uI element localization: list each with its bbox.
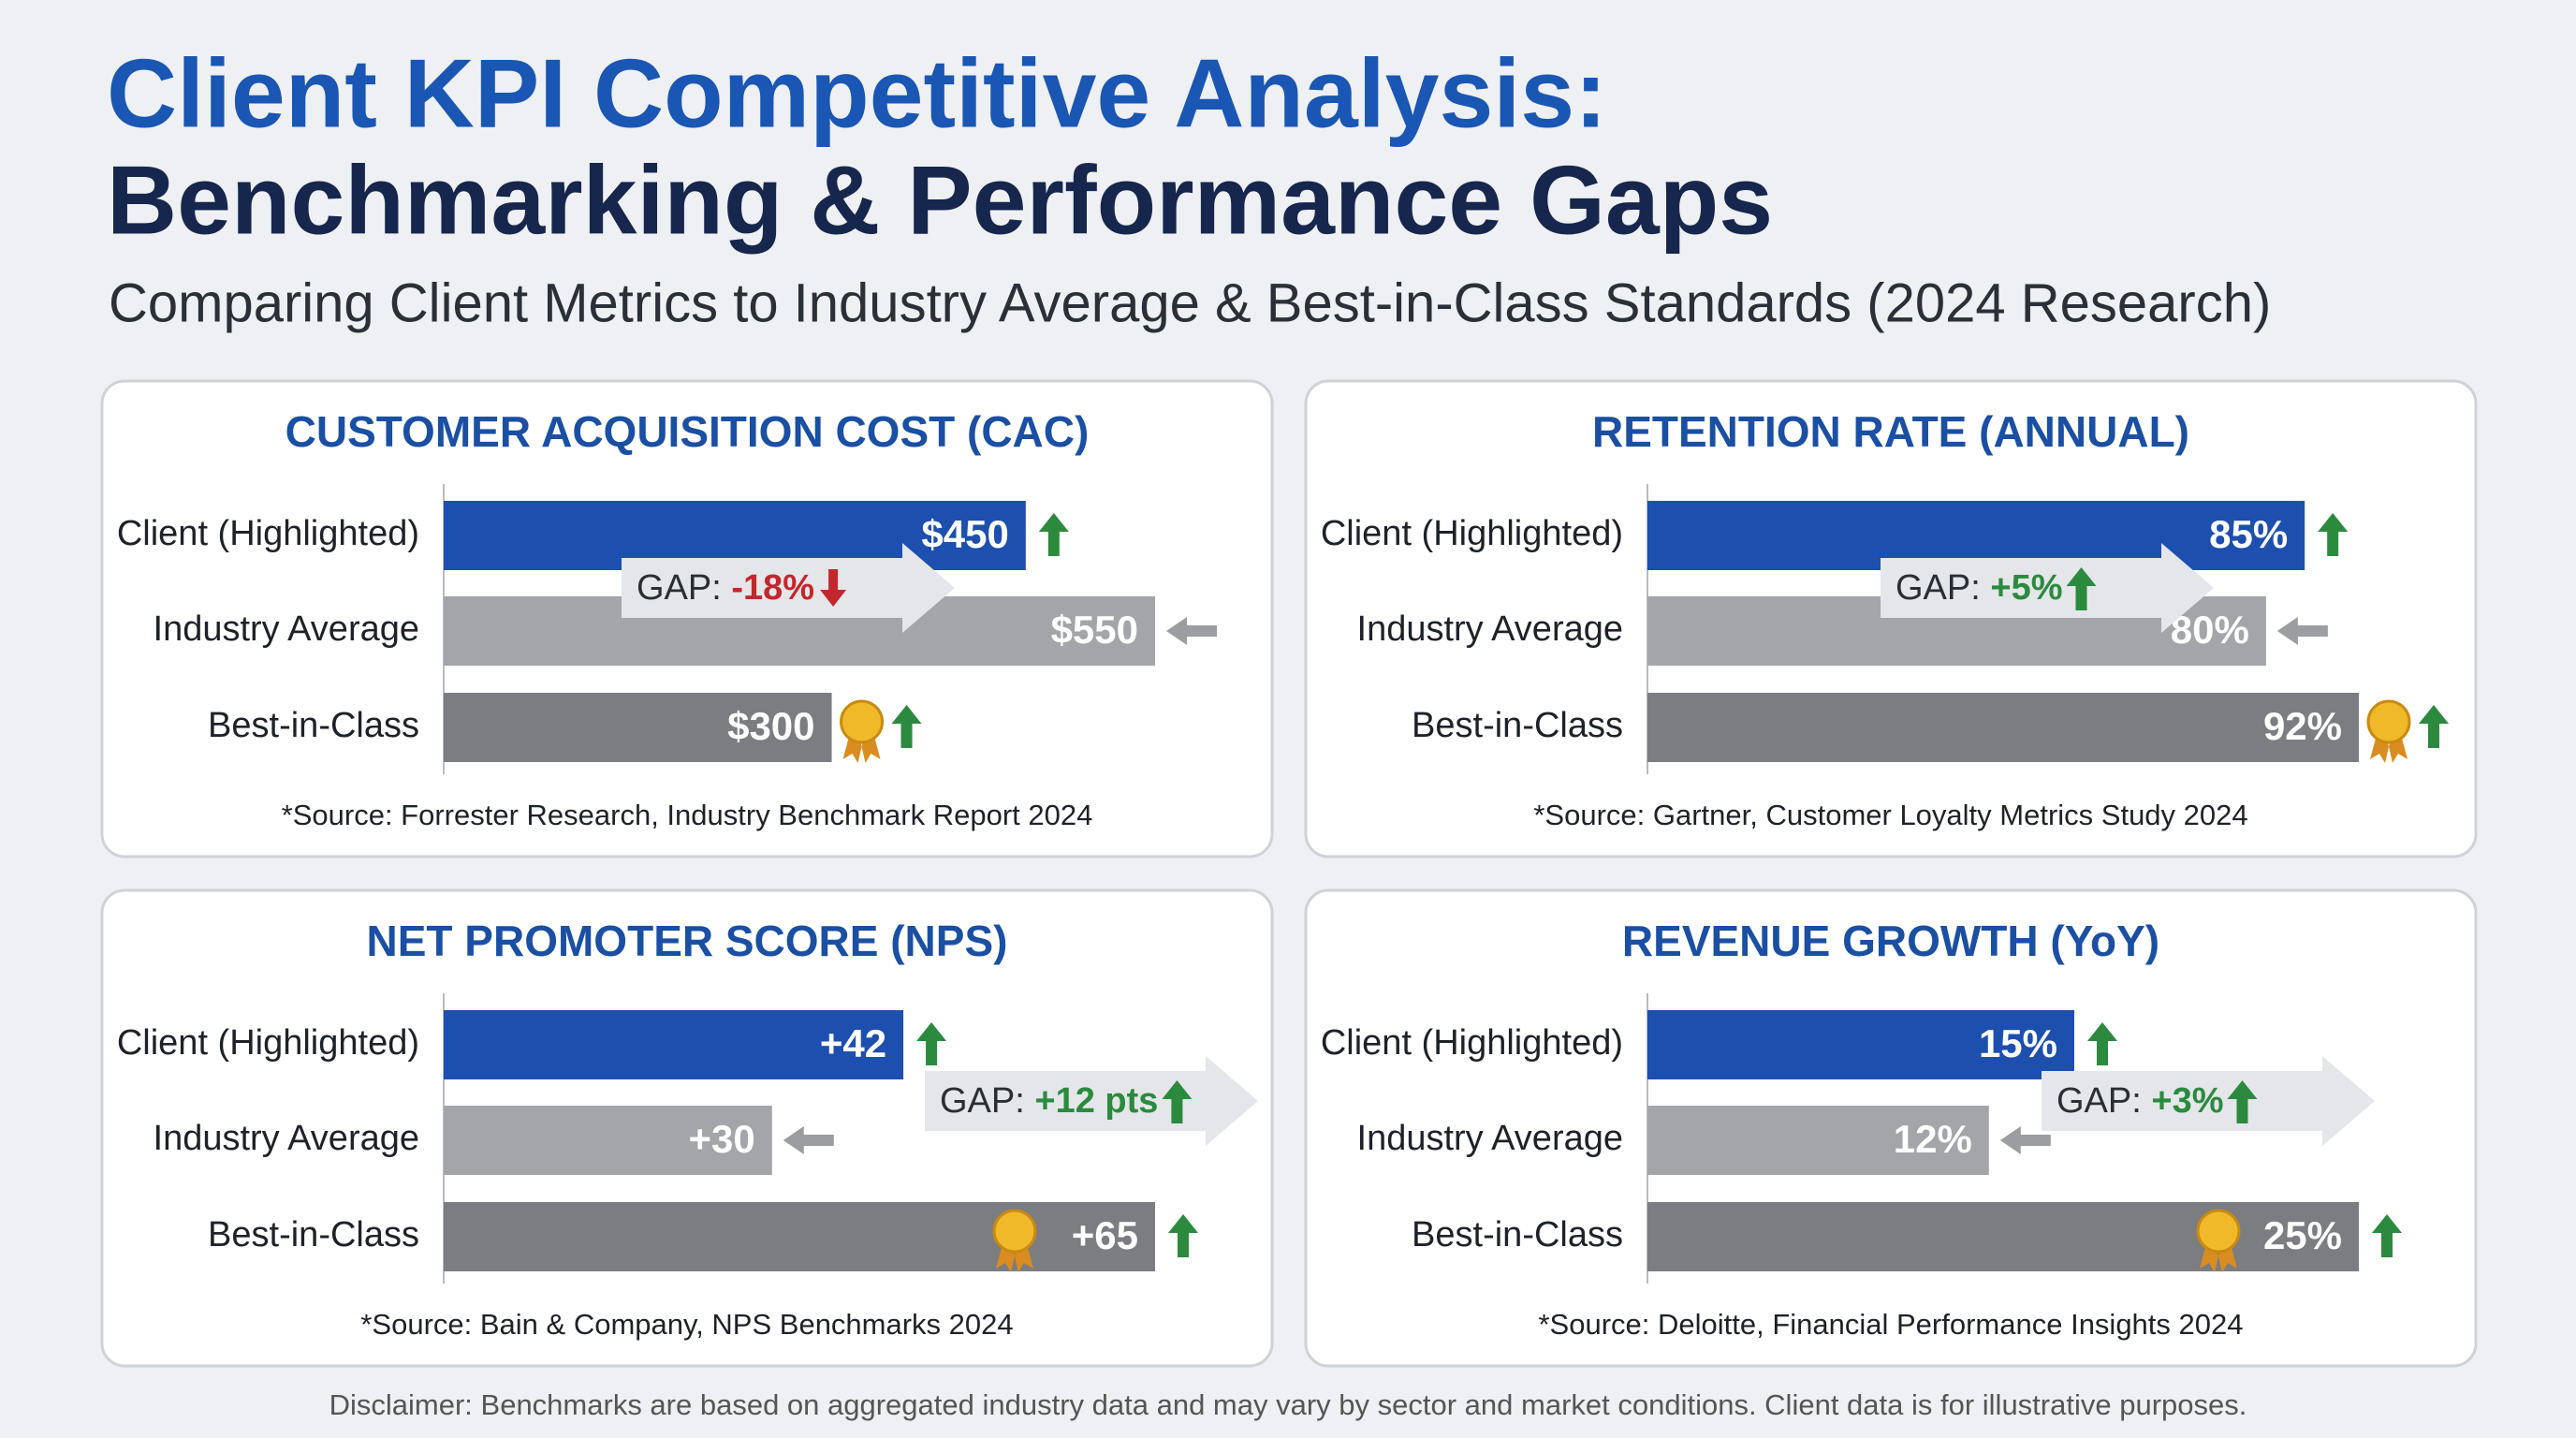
bar	[444, 1010, 904, 1079]
category-label: Best-in-Class	[1412, 706, 1623, 745]
source-note: *Source: Forrester Research, Industry Be…	[282, 799, 1093, 831]
panel-title: REVENUE GROWTH (YoY)	[1622, 917, 2159, 965]
up-arrow-icon	[916, 1022, 947, 1065]
up-arrow-icon	[1038, 513, 1069, 556]
value-label: +65	[1072, 1213, 1138, 1257]
value-label: 92%	[2263, 704, 2342, 748]
bar	[444, 693, 832, 762]
panel-title: NET PROMOTER SCORE (NPS)	[367, 917, 1008, 965]
category-label: Best-in-Class	[208, 706, 419, 745]
category-label: Best-in-Class	[1412, 1215, 1623, 1255]
gap-label: GAP:	[940, 1081, 1025, 1121]
category-label: Industry Average	[1357, 609, 1623, 649]
down-arrow-icon	[820, 569, 847, 607]
source-note: *Source: Gartner, Customer Loyalty Metri…	[1533, 799, 2247, 831]
gap-text: GAP: -18%	[637, 568, 814, 608]
title-line: Client KPI Competitive Analysis:	[107, 39, 1607, 148]
category-label: Industry Average	[154, 1119, 419, 1158]
left-arrow-icon	[1166, 617, 1217, 645]
category-label: Industry Average	[1357, 1119, 1623, 1158]
up-arrow-icon	[2318, 513, 2349, 556]
panel-title: RETENTION RATE (ANNUAL)	[1592, 407, 2189, 456]
up-arrow-icon	[2087, 1022, 2117, 1065]
bar	[1647, 1010, 2074, 1079]
category-label: Best-in-Class	[208, 1215, 419, 1255]
gap-arrow	[1881, 543, 2214, 633]
disclaimer: Disclaimer: Benchmarks are based on aggr…	[329, 1388, 2247, 1421]
up-arrow-icon	[1162, 1080, 1193, 1123]
medal-icon	[2196, 1209, 2241, 1254]
category-label: Client (Highlighted)	[1321, 1023, 1623, 1063]
category-label: Industry Average	[154, 609, 419, 649]
gap-label: GAP:	[637, 568, 722, 608]
value-label: $300	[727, 704, 814, 748]
medal-icon	[2366, 699, 2411, 744]
value-label: $550	[1051, 608, 1138, 652]
value-label: 85%	[2209, 512, 2288, 556]
up-arrow-icon	[2227, 1080, 2258, 1123]
category-label: Client (Highlighted)	[117, 1023, 419, 1063]
bar	[1647, 693, 2359, 762]
gap-value: +5%	[1990, 568, 2062, 608]
panel-title: CUSTOMER ACQUISITION COST (CAC)	[285, 407, 1090, 456]
up-arrow-icon	[2066, 567, 2097, 610]
value-label: 12%	[1894, 1117, 1972, 1161]
gap-value: +12 pts	[1034, 1081, 1158, 1121]
medal-icon	[992, 1209, 1037, 1254]
left-arrow-icon	[783, 1126, 834, 1154]
value-label: $450	[921, 512, 1008, 556]
bar	[1647, 1202, 2359, 1271]
left-arrow-icon	[2276, 617, 2328, 645]
gap-value: -18%	[731, 568, 814, 608]
value-label: 15%	[1979, 1021, 2057, 1065]
value-label: 80%	[2171, 608, 2249, 652]
up-arrow-icon	[2372, 1214, 2402, 1257]
bar	[1647, 1106, 1989, 1175]
source-note: *Source: Deloitte, Financial Performance…	[1538, 1308, 2243, 1341]
gap-value: +3%	[2151, 1081, 2223, 1121]
gap-label: GAP:	[2056, 1081, 2142, 1121]
title-line: Benchmarking & Performance Gaps	[107, 146, 1773, 255]
medal-icon	[840, 699, 885, 744]
bar	[444, 1106, 772, 1175]
gap-text: GAP: +5%	[1895, 568, 2063, 608]
gap-text: GAP: +12 pts	[940, 1081, 1158, 1121]
gap-arrow	[622, 543, 955, 633]
up-arrow-icon	[891, 705, 922, 748]
gap-arrow	[2042, 1056, 2375, 1146]
value-label: 25%	[2263, 1213, 2342, 1257]
left-arrow-icon	[1999, 1126, 2051, 1154]
value-label: +30	[689, 1117, 755, 1161]
source-note: *Source: Bain & Company, NPS Benchmarks …	[360, 1308, 1013, 1341]
category-label: Client (Highlighted)	[117, 514, 419, 553]
category-label: Client (Highlighted)	[1321, 514, 1623, 553]
subtitle: Comparing Client Metrics to Industry Ave…	[109, 272, 2271, 333]
value-label: +42	[820, 1021, 886, 1065]
bar	[444, 1202, 1155, 1271]
gap-label: GAP:	[1895, 568, 1981, 608]
gap-text: GAP: +3%	[2056, 1081, 2224, 1121]
up-arrow-icon	[1168, 1214, 1198, 1257]
up-arrow-icon	[2419, 705, 2449, 748]
